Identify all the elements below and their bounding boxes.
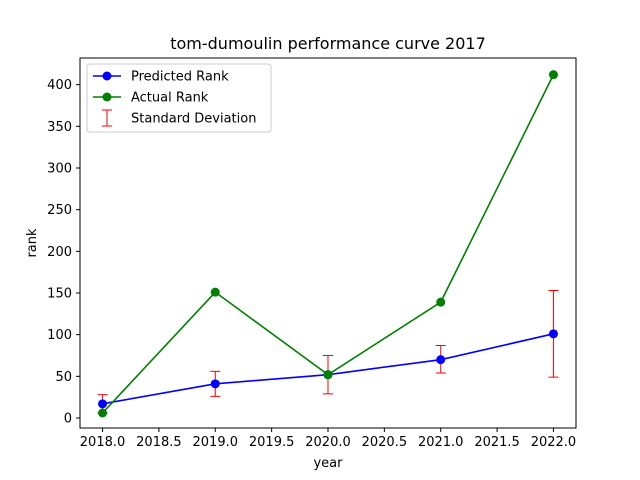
legend-predicted-marker xyxy=(102,71,112,81)
y-tick-label: 300 xyxy=(47,162,72,177)
y-axis: 0 50 100 150 200 250 300 350 400 xyxy=(47,78,80,427)
y-tick-label: 50 xyxy=(55,370,72,385)
predicted-rank-point xyxy=(436,355,446,365)
chart-title: tom-dumoulin performance curve 2017 xyxy=(170,34,486,53)
y-tick-label: 0 xyxy=(64,412,72,427)
x-tick-label: 2019.0 xyxy=(193,435,239,450)
legend-predicted-label: Predicted Rank xyxy=(131,70,229,85)
legend: Predicted Rank Actual Rank Standard Devi… xyxy=(86,63,272,133)
x-axis-label: year xyxy=(313,456,343,471)
legend-box xyxy=(86,63,272,133)
x-axis: 2018.0 2018.5 2019.0 2019.5 2020.0 2020.5 2021… xyxy=(80,428,576,450)
actual-rank-point xyxy=(210,287,220,297)
actual-rank-point xyxy=(98,408,108,418)
y-axis-label: rank xyxy=(25,228,40,258)
actual-rank-point xyxy=(436,297,446,307)
predicted-rank-point xyxy=(210,379,220,389)
x-tick-label: 2020.0 xyxy=(305,435,351,450)
x-tick-label: 2018.5 xyxy=(136,435,182,450)
legend-actual-label: Actual Rank xyxy=(131,91,209,106)
plot-area xyxy=(97,70,559,418)
legend-actual-marker xyxy=(102,92,112,102)
actual-rank-point xyxy=(323,370,333,380)
y-tick-label: 250 xyxy=(47,203,72,218)
x-tick-label: 2022.0 xyxy=(531,435,577,450)
x-tick-label: 2021.5 xyxy=(474,435,520,450)
legend-errorbar-label: Standard Deviation xyxy=(131,112,256,127)
x-tick-label: 2021.0 xyxy=(418,435,464,450)
y-tick-label: 100 xyxy=(47,328,72,343)
x-tick-label: 2020.5 xyxy=(362,435,408,450)
y-tick-label: 350 xyxy=(47,120,72,135)
predicted-rank-point xyxy=(98,399,108,409)
actual-rank-point xyxy=(548,70,558,80)
x-tick-label: 2018.0 xyxy=(80,435,126,450)
x-tick-label: 2019.5 xyxy=(249,435,295,450)
y-tick-label: 200 xyxy=(47,245,72,260)
y-tick-label: 400 xyxy=(47,78,72,93)
y-tick-label: 150 xyxy=(47,287,72,302)
predicted-rank-point xyxy=(548,329,558,339)
